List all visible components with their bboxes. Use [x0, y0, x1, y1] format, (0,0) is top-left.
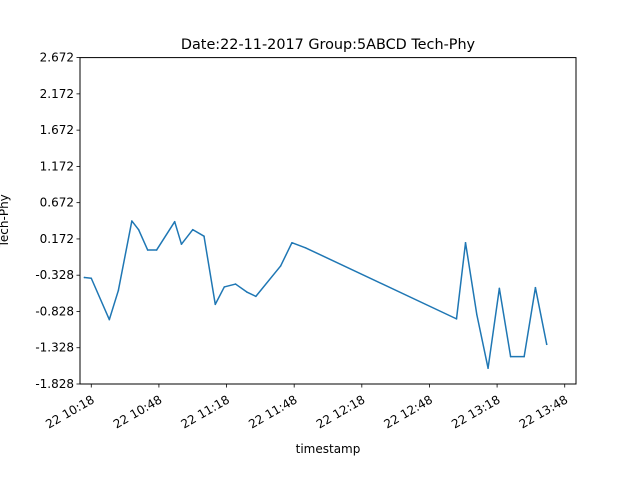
y-tick-label: 0.172: [40, 232, 74, 246]
data-point: [173, 220, 176, 223]
data-point: [223, 286, 226, 288]
y-tick-label: -1.828: [35, 377, 74, 391]
data-point: [487, 367, 489, 369]
data-point: [191, 228, 194, 231]
data-point: [545, 343, 548, 346]
data-point: [131, 220, 133, 222]
y-axis: -1.828 -1.328 -0.828 -0.328 0.172 0.672 1.172 1…: [35, 51, 80, 391]
data-point: [509, 355, 512, 358]
data-point: [234, 283, 237, 285]
x-axis-label: timestamp: [296, 442, 361, 456]
y-tick-label: 2.672: [40, 51, 74, 65]
data-point: [90, 277, 93, 279]
data-point: [137, 228, 140, 231]
y-tick-label: 1.672: [40, 123, 74, 137]
chart-title: Date:22-11-2017 Group:5ABCD Tech-Phy: [181, 37, 476, 53]
y-tick-label: 0.672: [40, 196, 74, 210]
data-point: [203, 235, 205, 237]
data-point: [279, 265, 282, 267]
series-layer: [83, 220, 548, 369]
data-point: [534, 286, 537, 289]
data-point: [108, 318, 111, 321]
data-point: [255, 295, 257, 298]
data-point: [155, 249, 158, 251]
data-point: [523, 355, 525, 358]
y-tick-label: -0.328: [35, 268, 74, 282]
data-point: [246, 291, 248, 293]
y-tick-label: -1.328: [35, 341, 74, 355]
y-axis-label: Tech-Phy: [0, 194, 11, 248]
data-point: [117, 289, 120, 292]
data-point: [304, 247, 307, 249]
data-point: [455, 318, 458, 320]
data-point: [498, 287, 501, 290]
data-point: [83, 276, 86, 279]
data-point: [476, 313, 478, 316]
y-tick-label: -0.828: [35, 304, 74, 318]
data-point: [180, 243, 183, 245]
y-tick-label: 2.172: [40, 87, 74, 101]
data-point: [214, 303, 217, 306]
data-point: [464, 241, 467, 244]
plot-frame: [79, 57, 577, 385]
data-point: [291, 241, 293, 244]
y-tick-label: 1.172: [40, 159, 74, 173]
data-point: [146, 249, 149, 251]
